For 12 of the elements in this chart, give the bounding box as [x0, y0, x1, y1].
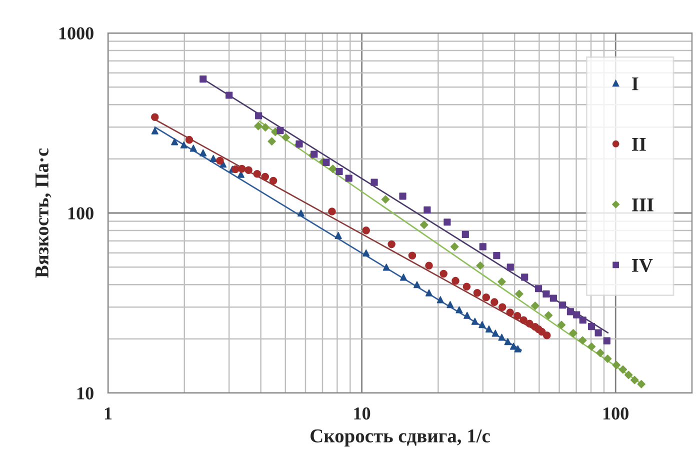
x-tick-label: 10 — [354, 407, 370, 420]
legend-label: III — [632, 198, 654, 212]
y-tick-label: 10 — [78, 387, 94, 400]
y-axis-title: Вязкость, Па·с — [36, 148, 52, 278]
legend-label: IV — [632, 259, 653, 272]
x-tick-label: 1 — [104, 408, 112, 420]
x-axis-title: Скорость сдвига, 1/с — [310, 429, 490, 446]
y-tick-label: 100 — [68, 207, 94, 220]
y-tick-label: 1000 — [59, 27, 94, 40]
x-tick-label: 100 — [604, 407, 628, 420]
legend-label: I — [632, 77, 638, 90]
legend-label: II — [632, 138, 646, 151]
